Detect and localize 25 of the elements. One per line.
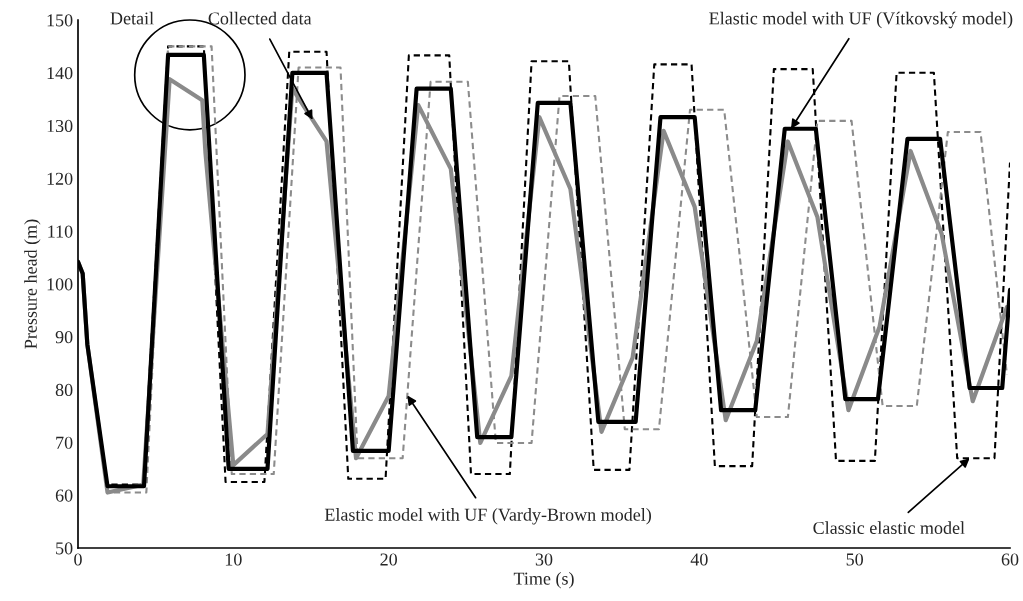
x-tick-label: 10 bbox=[225, 553, 242, 566]
text: Collected data bbox=[208, 11, 312, 25]
x-axis-title: Time (s) bbox=[513, 572, 574, 589]
y-tick-label: 150 bbox=[47, 14, 73, 27]
y-tick-label: 100 bbox=[47, 278, 73, 291]
y-tick-label: 70 bbox=[56, 436, 73, 449]
text: Elastic model with UF (Vítkovský model) bbox=[709, 11, 1013, 29]
y-tick-label: 120 bbox=[47, 172, 73, 185]
y-tick-label: 110 bbox=[48, 225, 73, 238]
y-tick-label: 90 bbox=[55, 331, 73, 344]
y-tick-label: 80 bbox=[55, 383, 73, 397]
x-tick-label: 40 bbox=[690, 553, 708, 566]
x-tick-label: 60 bbox=[1001, 553, 1019, 566]
text: Classic elastic model bbox=[813, 521, 965, 535]
y-axis-title: Pressure head (m) bbox=[24, 219, 41, 349]
y-tick-label: 130 bbox=[47, 119, 73, 133]
y-tick-label: 140 bbox=[47, 67, 73, 80]
annotation: Detail bbox=[110, 11, 154, 25]
x-tick-label: 50 bbox=[846, 553, 864, 566]
y-tick-label: 60 bbox=[55, 489, 73, 502]
x-tick-label: 30 bbox=[535, 553, 553, 566]
x-tick-label: 20 bbox=[380, 553, 398, 566]
y-tick-label: 50 bbox=[56, 542, 73, 555]
text: Elastic model with UF (Vardy-Brown model) bbox=[324, 508, 652, 525]
x-tick-label: 0 bbox=[74, 553, 82, 566]
